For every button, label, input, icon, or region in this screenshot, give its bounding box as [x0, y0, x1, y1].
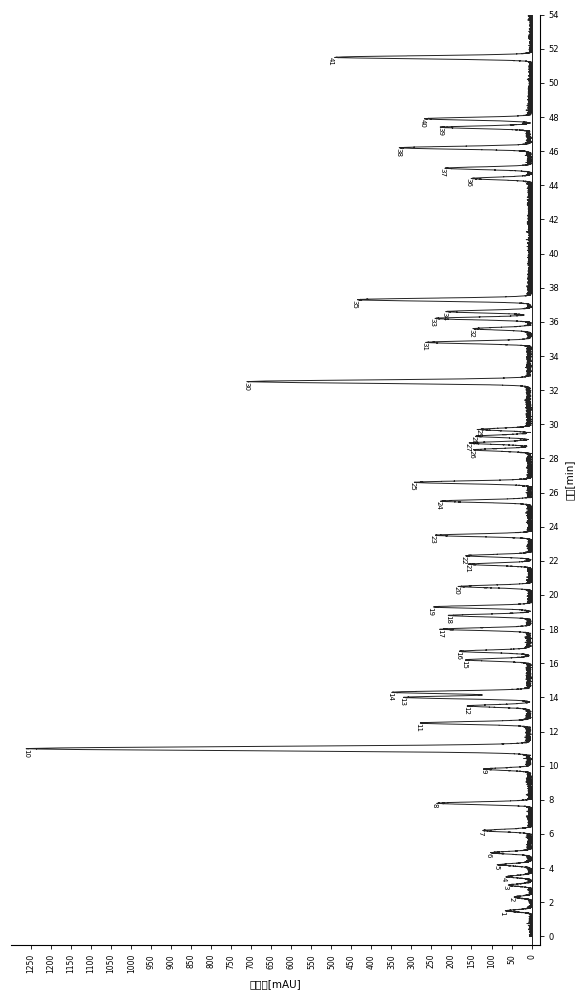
Text: 9: 9 [481, 769, 486, 774]
Text: 13: 13 [400, 697, 406, 706]
Text: 21: 21 [464, 564, 471, 573]
Text: 7: 7 [478, 831, 483, 835]
Text: 30: 30 [243, 382, 249, 391]
Text: 27: 27 [464, 443, 471, 452]
Text: 1: 1 [499, 911, 506, 915]
Text: 20: 20 [454, 586, 459, 595]
Text: 5: 5 [493, 865, 499, 869]
Text: 8: 8 [431, 803, 438, 808]
Text: 34: 34 [441, 312, 448, 321]
Text: 12: 12 [464, 706, 469, 715]
Text: 22: 22 [460, 556, 466, 564]
Text: 4: 4 [500, 877, 506, 881]
Text: 16: 16 [455, 651, 462, 660]
Text: 6: 6 [486, 853, 492, 857]
Text: 40: 40 [420, 119, 425, 128]
Text: 15: 15 [462, 660, 468, 669]
Text: 23: 23 [430, 535, 435, 544]
Text: 41: 41 [328, 57, 333, 66]
Text: 19: 19 [427, 607, 434, 616]
Text: 39: 39 [438, 127, 444, 136]
Text: 18: 18 [445, 615, 451, 624]
Y-axis label: 时间[min]: 时间[min] [565, 460, 575, 500]
Text: 14: 14 [387, 692, 393, 701]
Text: 32: 32 [468, 329, 474, 338]
Text: 31: 31 [421, 342, 427, 351]
Text: 38: 38 [396, 148, 401, 157]
Text: 29: 29 [475, 429, 482, 438]
Text: 36: 36 [465, 178, 472, 187]
Text: 24: 24 [435, 501, 441, 510]
Text: 28: 28 [471, 436, 476, 445]
Text: 37: 37 [440, 168, 445, 177]
Text: 17: 17 [438, 629, 444, 638]
Text: 3: 3 [503, 885, 509, 890]
Text: 11: 11 [415, 723, 421, 732]
Text: 26: 26 [468, 450, 474, 459]
Text: 33: 33 [430, 318, 435, 327]
Text: 2: 2 [508, 897, 515, 902]
X-axis label: 吸光度[mAU]: 吸光度[mAU] [250, 979, 301, 989]
Text: 25: 25 [410, 482, 415, 491]
Text: 35: 35 [352, 300, 357, 309]
Text: 10: 10 [23, 749, 29, 758]
